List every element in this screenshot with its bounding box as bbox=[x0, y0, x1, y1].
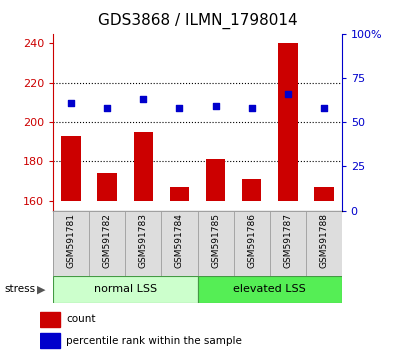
Text: elevated LSS: elevated LSS bbox=[233, 284, 306, 295]
Bar bbox=[40, 333, 60, 348]
Text: normal LSS: normal LSS bbox=[94, 284, 157, 295]
FancyBboxPatch shape bbox=[53, 276, 198, 303]
Text: GSM591788: GSM591788 bbox=[319, 213, 328, 268]
FancyBboxPatch shape bbox=[126, 211, 162, 276]
Bar bbox=[278, 44, 297, 201]
Text: GSM591782: GSM591782 bbox=[103, 213, 112, 268]
Point bbox=[68, 100, 75, 105]
FancyBboxPatch shape bbox=[162, 211, 198, 276]
Point bbox=[140, 96, 147, 102]
Bar bbox=[242, 179, 261, 201]
Bar bbox=[134, 132, 153, 201]
Text: GSM591787: GSM591787 bbox=[283, 213, 292, 268]
Text: stress: stress bbox=[4, 284, 35, 295]
FancyBboxPatch shape bbox=[233, 211, 270, 276]
Point bbox=[176, 105, 182, 111]
Text: GSM591784: GSM591784 bbox=[175, 213, 184, 268]
Bar bbox=[98, 173, 117, 201]
Text: GSM591785: GSM591785 bbox=[211, 213, 220, 268]
FancyBboxPatch shape bbox=[270, 211, 306, 276]
Bar bbox=[40, 312, 60, 327]
Bar bbox=[169, 187, 189, 201]
Text: count: count bbox=[66, 314, 96, 325]
FancyBboxPatch shape bbox=[198, 211, 233, 276]
Text: GSM591783: GSM591783 bbox=[139, 213, 148, 268]
FancyBboxPatch shape bbox=[53, 211, 89, 276]
Bar bbox=[206, 160, 226, 201]
Bar bbox=[62, 136, 81, 201]
Text: percentile rank within the sample: percentile rank within the sample bbox=[66, 336, 242, 346]
Point bbox=[104, 105, 111, 111]
Point bbox=[213, 103, 219, 109]
Bar bbox=[314, 187, 333, 201]
Text: GDS3868 / ILMN_1798014: GDS3868 / ILMN_1798014 bbox=[98, 12, 297, 29]
Point bbox=[248, 105, 255, 111]
Point bbox=[320, 105, 327, 111]
FancyBboxPatch shape bbox=[198, 276, 342, 303]
Point bbox=[284, 91, 291, 97]
Text: GSM591786: GSM591786 bbox=[247, 213, 256, 268]
Text: GSM591781: GSM591781 bbox=[67, 213, 76, 268]
Text: ▶: ▶ bbox=[37, 284, 46, 295]
FancyBboxPatch shape bbox=[306, 211, 342, 276]
FancyBboxPatch shape bbox=[89, 211, 126, 276]
